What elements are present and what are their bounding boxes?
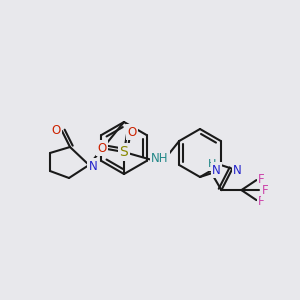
Text: NH: NH (151, 152, 169, 166)
Text: N: N (212, 164, 221, 177)
Text: H: H (208, 159, 217, 169)
Text: N: N (88, 160, 98, 172)
Text: N: N (233, 164, 242, 177)
Text: F: F (262, 184, 269, 196)
Text: O: O (51, 124, 61, 136)
Text: S: S (120, 145, 128, 159)
Text: F: F (258, 195, 265, 208)
Text: O: O (128, 125, 136, 139)
Text: F: F (258, 172, 265, 186)
Text: O: O (98, 142, 106, 154)
